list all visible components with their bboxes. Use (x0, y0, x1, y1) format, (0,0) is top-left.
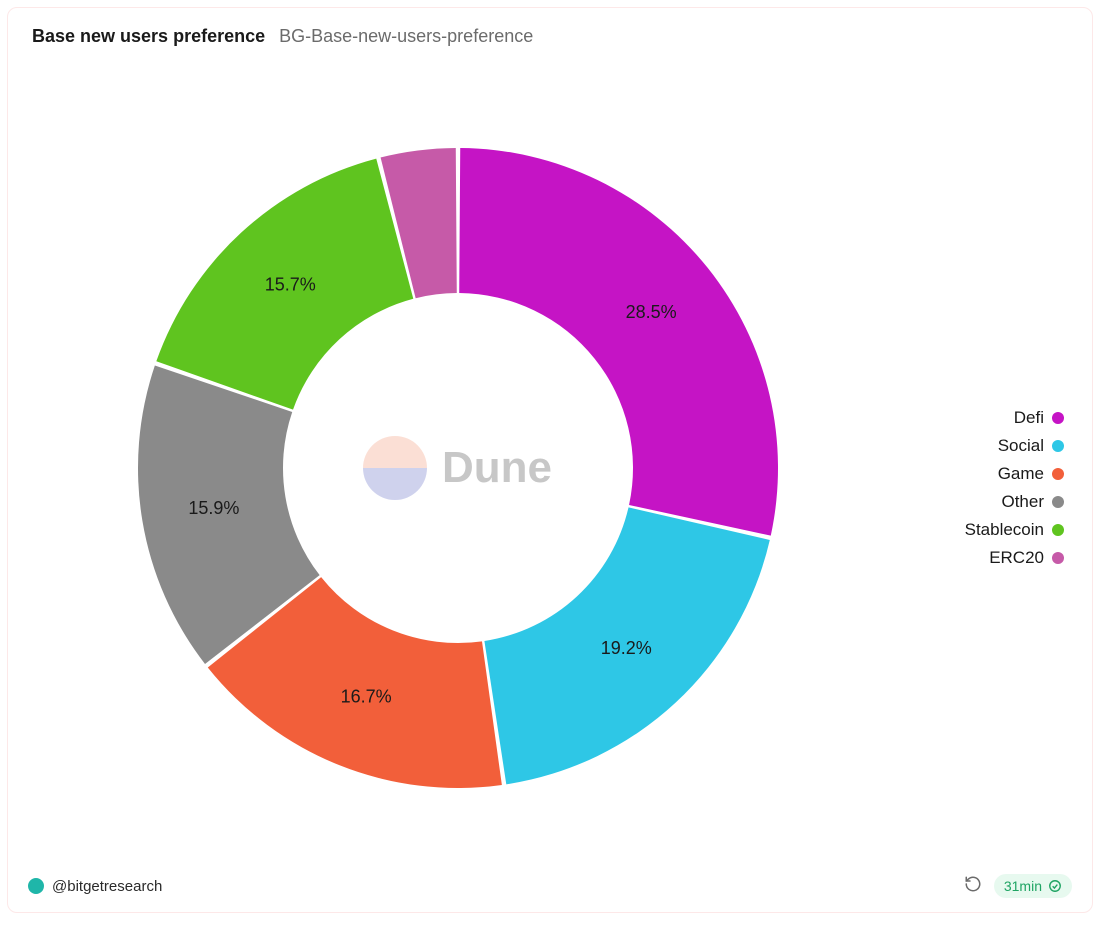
last-updated-text: 31min (1004, 878, 1042, 894)
donut-chart: 28.5% 19.2% 16.7% 15.9% 15.7% Dune (88, 88, 828, 848)
attribution[interactable]: @bitgetresearch (28, 878, 162, 895)
legend-swatch (1052, 468, 1064, 480)
legend-item[interactable]: Game (965, 464, 1064, 484)
chart-card: Base new users preference BG-Base-new-us… (7, 7, 1093, 913)
last-updated-badge[interactable]: 31min (994, 874, 1072, 898)
legend: Defi Social Game Other Stablecoin ERC20 (965, 408, 1064, 568)
legend-swatch (1052, 440, 1064, 452)
card-header: Base new users preference BG-Base-new-us… (32, 26, 533, 47)
slice-label: 28.5% (626, 302, 677, 322)
chart-subtitle: BG-Base-new-users-preference (279, 26, 533, 47)
legend-item[interactable]: ERC20 (965, 548, 1064, 568)
legend-item[interactable]: Defi (965, 408, 1064, 428)
slice-label: 16.7% (341, 687, 392, 707)
watermark: Dune (363, 436, 552, 500)
legend-item[interactable]: Stablecoin (965, 520, 1064, 540)
legend-swatch (1052, 412, 1064, 424)
legend-label: Social (998, 436, 1044, 456)
chart-title: Base new users preference (32, 26, 265, 47)
slice-label: 15.7% (265, 275, 316, 295)
legend-label: Defi (1014, 408, 1044, 428)
slice-label: 15.9% (188, 498, 239, 518)
legend-item[interactable]: Other (965, 492, 1064, 512)
legend-swatch (1052, 496, 1064, 508)
chart-area: 28.5% 19.2% 16.7% 15.9% 15.7% Dune Defi Social… (8, 68, 1092, 868)
svg-text:Dune: Dune (442, 443, 552, 492)
legend-swatch (1052, 552, 1064, 564)
legend-label: Stablecoin (965, 520, 1044, 540)
legend-label: ERC20 (989, 548, 1044, 568)
slice-label: 19.2% (601, 638, 652, 658)
legend-swatch (1052, 524, 1064, 536)
legend-label: Other (1001, 492, 1044, 512)
legend-item[interactable]: Social (965, 436, 1064, 456)
refresh-icon[interactable] (964, 875, 982, 898)
attribution-handle: @bitgetresearch (52, 878, 162, 895)
legend-label: Game (998, 464, 1044, 484)
card-footer: @bitgetresearch 31min (28, 874, 1072, 898)
footer-actions: 31min (964, 874, 1072, 898)
attribution-avatar (28, 878, 44, 894)
check-circle-icon (1048, 879, 1062, 893)
